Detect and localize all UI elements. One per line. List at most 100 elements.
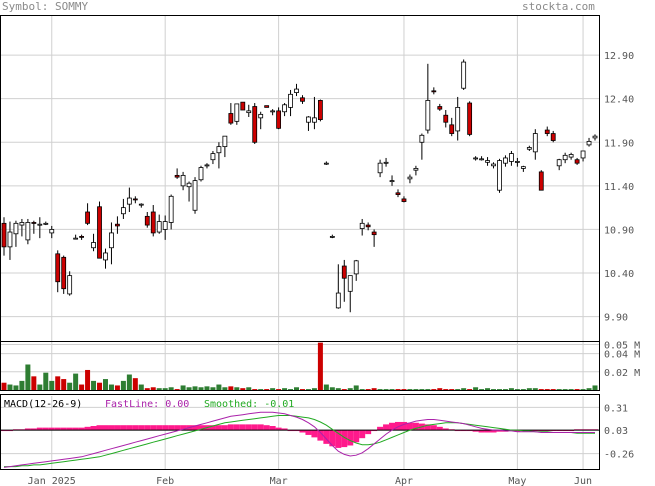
volume-bar <box>323 384 329 390</box>
macd-histogram-bar <box>484 430 491 433</box>
volume-bar <box>425 389 431 391</box>
volume-bar <box>138 384 144 390</box>
candle-body <box>449 124 455 134</box>
macd-histogram-bar <box>48 427 55 431</box>
macd-histogram-bar <box>221 425 228 431</box>
volume-bar <box>25 364 31 390</box>
macd-histogram-bar <box>66 427 73 431</box>
volume-bar <box>43 372 49 390</box>
candle-body <box>341 265 347 279</box>
candle-body <box>174 174 180 178</box>
candle-body <box>568 154 574 158</box>
candle-body <box>120 207 126 215</box>
volume-bar <box>49 380 55 390</box>
macd-histogram-bar <box>335 430 342 448</box>
volume-bar <box>180 385 186 390</box>
macd-histogram-bar <box>305 430 312 435</box>
volume-bar <box>276 389 282 391</box>
candle-body <box>395 192 401 195</box>
candle-body <box>168 195 174 223</box>
volume-bar <box>568 389 574 391</box>
candle-body <box>216 146 222 154</box>
candle-body <box>443 114 449 123</box>
volume-bar <box>168 387 174 390</box>
candle-body <box>126 197 132 205</box>
candle-body <box>234 103 240 122</box>
candle-body <box>437 106 443 110</box>
macd-series <box>0 411 599 468</box>
candle-body <box>425 100 431 131</box>
panel-frames <box>0 15 600 470</box>
volume-bar <box>449 389 455 391</box>
volume-bar <box>437 388 443 390</box>
volume-bar <box>347 388 353 390</box>
price-tick-label: 11.40 <box>604 182 634 193</box>
candle-body <box>550 133 556 141</box>
volume-bar <box>574 389 580 391</box>
volume-bar <box>341 389 347 391</box>
macd-histogram-bar <box>132 425 139 431</box>
volume-bar <box>132 378 138 390</box>
macd-histogram-bar <box>168 425 175 431</box>
macd-histogram-bar <box>341 430 348 448</box>
macd-histogram-bar <box>90 426 97 431</box>
candle-body <box>491 163 496 167</box>
volume-bar <box>479 389 485 391</box>
volume-bar <box>19 380 25 390</box>
volume-bar <box>270 388 276 390</box>
macd-histogram-bar <box>400 421 407 431</box>
candle-body <box>419 134 425 143</box>
candle-body <box>479 158 484 161</box>
volume-bars <box>1 342 598 391</box>
volume-bar <box>31 376 37 390</box>
volume-bar <box>288 389 294 391</box>
volume-bar <box>246 387 252 390</box>
volume-bar <box>413 389 419 391</box>
candle-body <box>556 159 562 167</box>
macd-histogram-bar <box>114 425 121 431</box>
volume-bar <box>114 385 120 390</box>
candle-body <box>144 215 150 226</box>
volume-bar <box>192 386 198 390</box>
volume-bar <box>126 374 132 390</box>
volume-tick-label: 0.02 M <box>604 368 640 379</box>
candle-body <box>73 237 79 240</box>
candle-body <box>503 157 508 164</box>
volume-tick-label: 0.04 M <box>604 350 640 361</box>
volume-bar <box>174 389 180 391</box>
x-tick-label: Jun <box>574 476 592 486</box>
candle-body <box>37 223 43 226</box>
volume-bar <box>502 389 508 391</box>
volume-bar <box>395 389 401 391</box>
volume-bar <box>252 389 258 391</box>
volume-bar <box>461 388 467 390</box>
macd-histogram-bar <box>36 427 43 431</box>
candle-body <box>300 97 305 102</box>
macd-histogram-bar <box>389 422 396 431</box>
macd-histogram-bar <box>377 426 384 431</box>
volume-bar <box>544 389 550 391</box>
volume-bar <box>431 389 437 391</box>
volume-bar <box>240 388 246 390</box>
candle-body <box>204 164 210 167</box>
volume-bar <box>73 373 79 390</box>
candle-body <box>365 224 371 228</box>
candle-body <box>258 113 264 119</box>
candle-body <box>270 110 276 113</box>
candle-body <box>574 159 580 164</box>
macd-histogram-bar <box>245 424 252 431</box>
macd-histogram-bar <box>347 430 354 446</box>
panel-frame <box>0 394 600 470</box>
price-tick-label: 11.90 <box>604 138 634 149</box>
macd-histogram-bar <box>78 427 85 431</box>
macd-histogram-bar <box>496 430 503 432</box>
volume-bar <box>61 379 67 390</box>
macd-histogram-bar <box>514 430 521 432</box>
volume-bar <box>359 389 365 391</box>
candle-body <box>43 222 49 225</box>
candle-body <box>383 161 389 164</box>
volume-bar <box>365 389 371 391</box>
macd-histogram-bar <box>60 427 67 431</box>
volume-bar <box>353 385 359 390</box>
